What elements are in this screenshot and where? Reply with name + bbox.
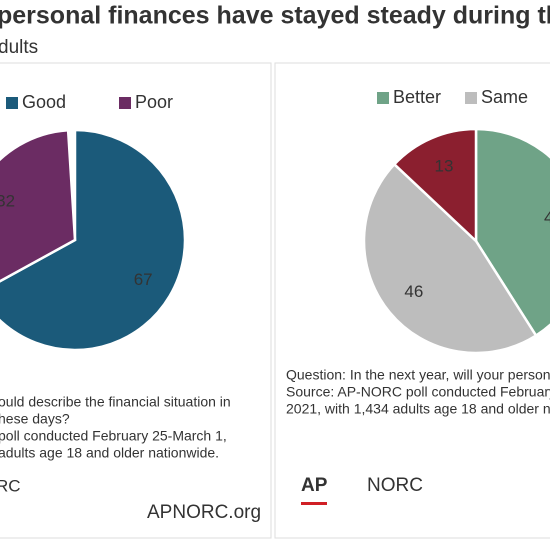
pie-slice [0,128,187,352]
logo: AP [301,475,328,496]
slice-label: 46 [404,282,423,301]
pie-slice [392,127,478,244]
ap-logo-bar [301,502,327,505]
legend-label: Better [393,87,441,107]
legend-swatch [6,97,18,109]
legend-swatch [119,97,131,109]
logo: APNORC.org [147,502,261,523]
slice-label: 67 [134,270,153,289]
right-panel [274,62,550,539]
slice-label: 41 [544,208,550,227]
page-subtitle: dults [0,37,38,58]
note-line: poll conducted February 25-March 1, [0,428,227,444]
legend-swatch [377,92,389,104]
note-line: ould describe the financial situation in [0,394,231,410]
note-line: Question: In the next year, will your pe… [286,367,550,383]
note-line: hese days? [0,411,70,427]
slice-label: 13 [435,156,454,175]
legend-label: Poor [135,92,173,112]
slice-label: 32 [0,191,15,210]
pie-slice [0,128,77,283]
note-line: adults age 18 and older nationwide. [0,445,219,461]
note-line: Source: AP-NORC poll conducted February [286,384,550,400]
logo: RC [0,476,21,495]
note-line: 2021, with 1,434 adults age 18 and older… [286,401,550,417]
legend-label: Same [481,87,528,107]
logo: NORC [367,475,423,496]
page-title: personal finances have stayed steady dur… [0,2,550,30]
legend-label: Good [22,92,66,112]
pie-slice [474,127,550,338]
legend-swatch [465,92,477,104]
pie-slice [362,162,538,355]
left-panel [0,62,272,539]
